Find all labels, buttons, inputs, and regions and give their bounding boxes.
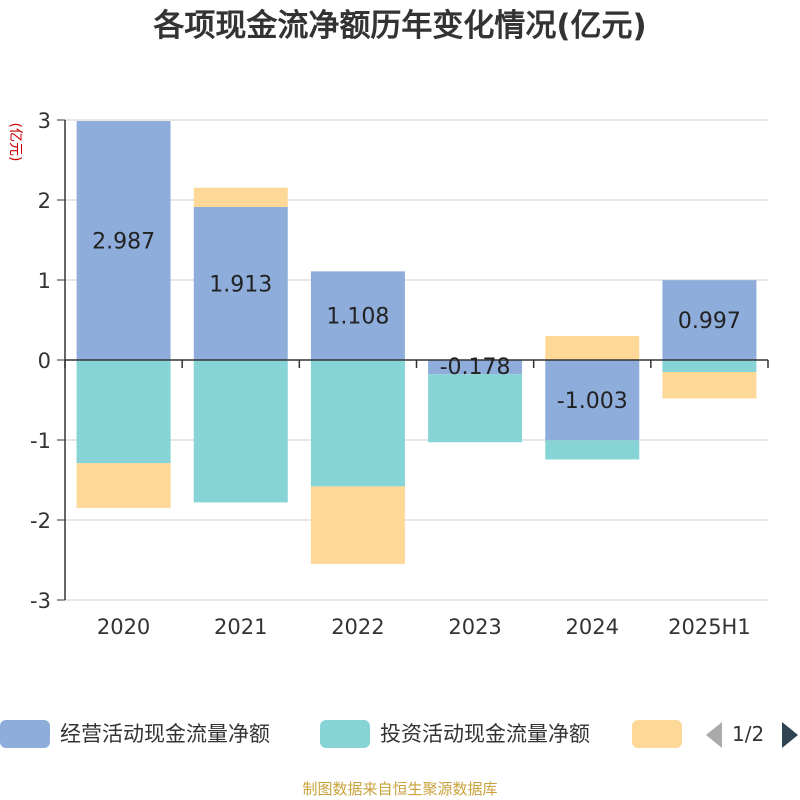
data-label-2023: -0.178 (440, 355, 511, 380)
legend-swatch-investing (320, 720, 370, 748)
y-tick-label: -3 (30, 589, 51, 613)
y-tick-label: 3 (38, 109, 51, 133)
x-tick-label-2023: 2023 (448, 615, 501, 639)
bar-2025H1-series-2 (662, 372, 757, 399)
axes: 3 2 1 0 -1 -2 -3 (亿元) 2020 2021 2022 2023 2024 2025H1 (7, 109, 769, 639)
y-tick-label: 1 (38, 269, 51, 293)
bar-2022-series-1 (310, 360, 405, 487)
x-tick-label-2022: 2022 (331, 615, 384, 639)
y-axis-label: (亿元) (7, 123, 23, 162)
x-tick-label-2020: 2020 (97, 615, 150, 639)
bar-2020-series-0 (76, 121, 171, 360)
x-tick-label-2024: 2024 (566, 615, 619, 639)
bar-2025H1-series-0 (662, 280, 757, 360)
data-label-2020: 2.987 (92, 230, 155, 255)
bar-2025H1-series-1 (662, 360, 757, 372)
data-label-2022: 1.108 (326, 305, 389, 330)
legend-pager: 1/2 (700, 716, 800, 752)
bar-2021-series-1 (193, 360, 288, 503)
chart-title: 各项现金流净额历年变化情况(亿元) (153, 8, 647, 44)
source-label: 制图数据来自恒生聚源数据库 (302, 780, 498, 798)
bar-2021-series-0 (193, 206, 288, 360)
bar-2022-series-2 (310, 486, 405, 564)
legend-swatch-operating (0, 720, 50, 748)
bar-2023-series-0 (428, 360, 523, 375)
bar-2023-series-1 (428, 374, 523, 443)
bar-2024-series-1 (545, 440, 640, 460)
pager-text: 1/2 (732, 722, 765, 746)
data-labels: 2.987 1.913 1.108 -0.178 -1.003 0.997 (92, 230, 741, 415)
legend-label-investing: 投资活动现金流量净额 (380, 722, 590, 746)
bars (76, 121, 757, 564)
bar-2024-series-2 (545, 336, 640, 360)
bar-2021-series-2 (193, 187, 288, 207)
data-label-2024: -1.003 (557, 389, 628, 414)
x-tick-label-2025H1: 2025H1 (668, 615, 751, 639)
data-label-2025H1: 0.997 (678, 309, 741, 334)
bar-2024-series-0 (545, 360, 640, 441)
bar-2020-series-1 (76, 360, 171, 464)
data-label-2021: 1.913 (209, 272, 272, 297)
y-tick-label: 2 (38, 189, 51, 213)
legend-label-operating: 经营活动现金流量净额 (60, 722, 270, 746)
bar-2020-series-2 (76, 463, 171, 508)
bar-2022-series-0 (310, 271, 405, 360)
x-tick-label-2021: 2021 (214, 615, 267, 639)
y-tick-label: 0 (38, 349, 51, 373)
y-tick-label: -2 (30, 509, 51, 533)
pager-prev-icon[interactable] (704, 720, 724, 750)
chart-area: 3 2 1 0 -1 -2 -3 (亿元) 2020 2021 2022 2023 2024 2025H1… (7, 109, 769, 639)
legend-swatch-financing (632, 720, 682, 748)
y-tick-label: -1 (30, 429, 51, 453)
pager-next-icon[interactable] (780, 720, 800, 750)
